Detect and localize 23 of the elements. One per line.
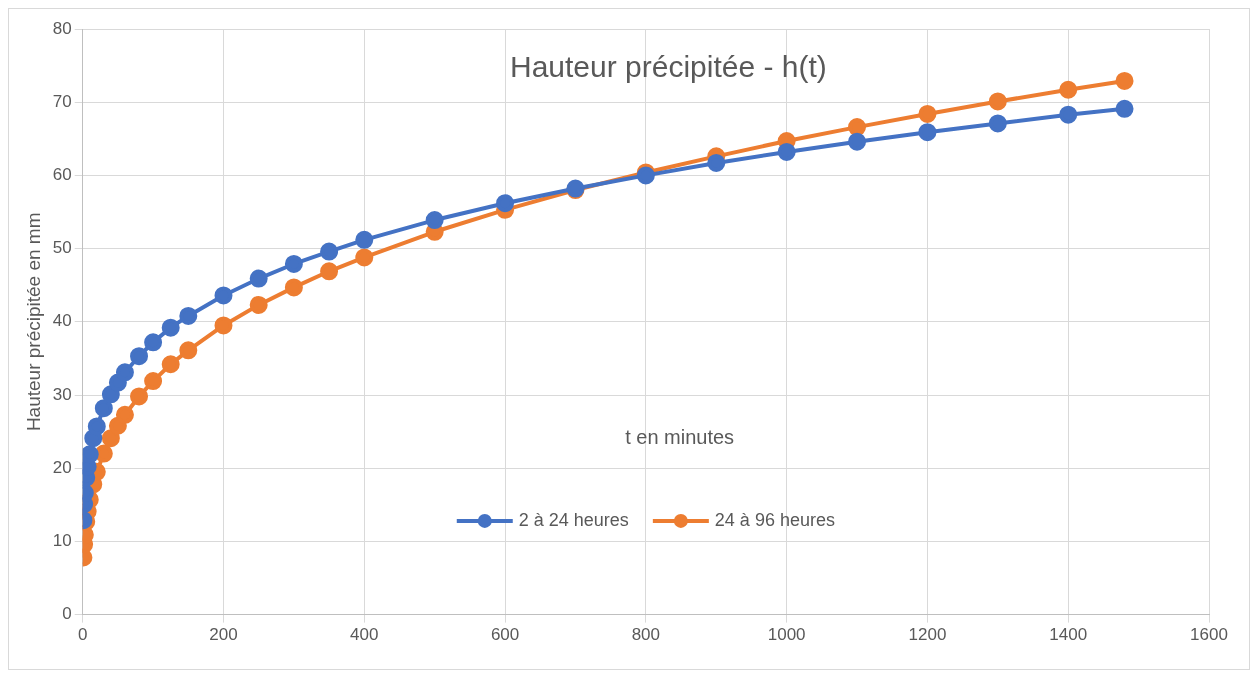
y-tick-label: 30 bbox=[52, 384, 72, 404]
x-tick-label: 200 bbox=[209, 625, 238, 645]
y-tick-label: 0 bbox=[62, 604, 72, 624]
y-tick-label: 50 bbox=[52, 238, 72, 258]
x-tick-label: 800 bbox=[631, 625, 661, 645]
x-tick-label: 0 bbox=[77, 625, 88, 645]
x-tick-label: 1000 bbox=[767, 625, 806, 645]
y-axis-title: Hauteur précipitée en mm bbox=[22, 212, 44, 432]
y-tick-label: 60 bbox=[52, 165, 72, 185]
x-tick-label: 600 bbox=[490, 625, 520, 645]
legend-label: 24 à 96 heures bbox=[714, 509, 835, 530]
y-tick-label: 20 bbox=[52, 457, 72, 477]
y-tick-label: 10 bbox=[52, 531, 72, 551]
x-tick-label: 1400 bbox=[1049, 625, 1088, 645]
y-tick-label: 70 bbox=[52, 91, 72, 111]
x-axis-title: t en minutes bbox=[625, 426, 735, 449]
x-tick-label: 400 bbox=[350, 625, 379, 645]
x-tick-label: 1600 bbox=[1190, 625, 1228, 645]
text: Hauteur précipitée - h(t) bbox=[509, 50, 827, 84]
y-tick-label: 40 bbox=[52, 311, 72, 331]
legend-label: 2 à 24 heures bbox=[518, 509, 629, 530]
y-tick-label: 80 bbox=[52, 18, 72, 38]
x-tick-label: 1200 bbox=[908, 625, 947, 645]
